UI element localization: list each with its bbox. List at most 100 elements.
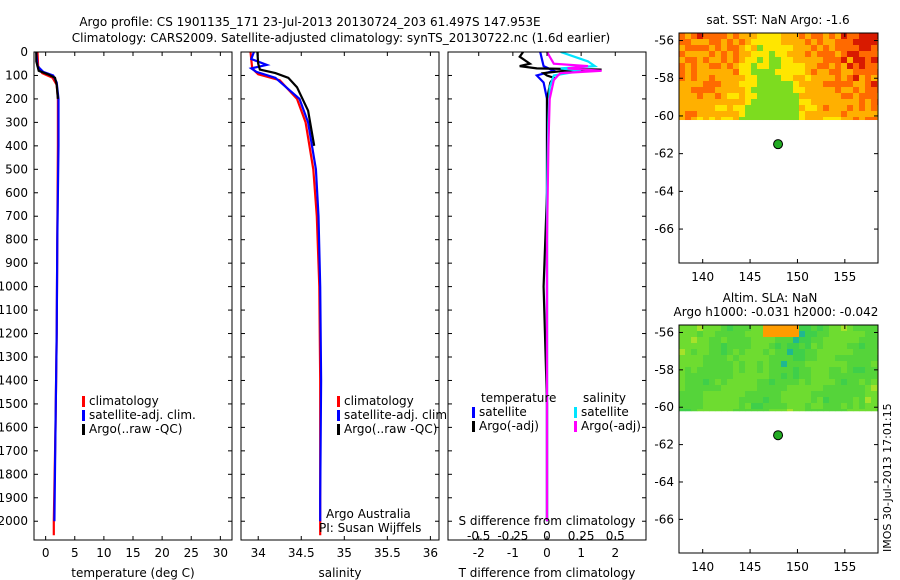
sla_map-cell bbox=[847, 367, 854, 374]
sla_map-cell bbox=[799, 367, 806, 374]
sst_map-cell bbox=[787, 57, 794, 64]
sla_map-cell bbox=[847, 349, 854, 356]
sst_map-cell bbox=[763, 87, 770, 94]
sla_map-cell bbox=[859, 331, 866, 338]
sla_map-cell bbox=[871, 337, 878, 344]
depth-tick-label-14: 1400 bbox=[0, 373, 28, 387]
sla_map-cell bbox=[757, 367, 764, 374]
sst_map-cell bbox=[859, 57, 866, 64]
sst_map-cell bbox=[691, 93, 698, 100]
sla_map-cell bbox=[853, 409, 860, 412]
sla_map-cell bbox=[841, 403, 848, 410]
sst_map-cell bbox=[685, 39, 692, 46]
sst_map-cell bbox=[733, 33, 740, 40]
sst_map-cell bbox=[685, 105, 692, 112]
sla_map-cell bbox=[691, 391, 698, 398]
sst_map-cell bbox=[781, 117, 788, 121]
sla_map-cell bbox=[847, 343, 854, 350]
sst_map-cell bbox=[769, 51, 776, 58]
sst_map-cell bbox=[757, 105, 764, 112]
sla_map-cell bbox=[781, 391, 788, 398]
sst_map-cell bbox=[817, 87, 824, 94]
sst_map-ytick-label-4: -64 bbox=[654, 184, 674, 198]
sst_map-cell bbox=[697, 117, 704, 121]
sst_map-cell bbox=[709, 33, 716, 40]
sla_map-cell bbox=[835, 355, 842, 362]
sla_map-cell bbox=[709, 397, 716, 404]
sla_map-cell bbox=[703, 337, 710, 344]
sst_map-cell bbox=[811, 51, 818, 58]
sst_map-cell bbox=[745, 93, 752, 100]
sst_map-cell bbox=[793, 117, 800, 121]
sla_map-cell bbox=[769, 397, 776, 404]
sla_map-cell bbox=[799, 379, 806, 386]
sst_map-cell bbox=[859, 63, 866, 70]
sla_map-cell bbox=[745, 367, 752, 374]
sst_map-cell bbox=[733, 75, 740, 82]
sla_map-cell bbox=[715, 391, 722, 398]
sst_map-cell bbox=[805, 39, 812, 46]
sla_map-cell bbox=[727, 373, 734, 380]
sst_map-cell bbox=[853, 81, 860, 88]
sst_map-cell bbox=[781, 51, 788, 58]
sla_map-cell bbox=[805, 331, 812, 338]
sla_map-cell bbox=[817, 403, 824, 410]
sst_map-cell bbox=[805, 117, 812, 121]
sla_map-cell bbox=[739, 391, 746, 398]
sla_map-cell bbox=[817, 355, 824, 362]
sla_map-cell bbox=[721, 361, 728, 368]
sst_map-cell bbox=[853, 93, 860, 100]
sla_map-cell bbox=[781, 343, 788, 350]
sst_map-cell bbox=[781, 33, 788, 40]
sst_map-cell bbox=[721, 51, 728, 58]
sla_map-cell bbox=[781, 397, 788, 404]
sst_map-cell bbox=[721, 45, 728, 52]
sst_map-cell bbox=[691, 87, 698, 94]
sla_map-cell bbox=[751, 355, 758, 362]
sst_map-cell bbox=[823, 111, 830, 118]
sst_map-cell bbox=[817, 51, 824, 58]
sst_map-cell bbox=[745, 51, 752, 58]
temperature-xtick-label-0: 0 bbox=[42, 546, 50, 560]
sla_map-cell bbox=[685, 325, 692, 332]
sla-map-title: Altim. SLA: NaN bbox=[723, 291, 818, 305]
sla_map-cell bbox=[727, 397, 734, 404]
sst_map-cell bbox=[811, 63, 818, 70]
sla_map-cell bbox=[817, 397, 824, 404]
sla_map-cell bbox=[679, 373, 686, 380]
sla_map-cell bbox=[715, 361, 722, 368]
sla_map-cell bbox=[865, 373, 872, 380]
sst_map-cell bbox=[733, 99, 740, 106]
sla_map-cell bbox=[865, 355, 872, 362]
sst_map-cell bbox=[787, 45, 794, 52]
sst_map-cell bbox=[739, 93, 746, 100]
sst_map-cell bbox=[721, 81, 728, 88]
sst_map-cell bbox=[847, 81, 854, 88]
sst_map-cell bbox=[787, 99, 794, 106]
sst_map-cell bbox=[763, 81, 770, 88]
sla_map-cell bbox=[697, 385, 704, 392]
sla_map-cell bbox=[739, 397, 746, 404]
sla_map-cell bbox=[871, 325, 878, 332]
sla_map-cell bbox=[799, 397, 806, 404]
sla_map-cell bbox=[811, 349, 818, 356]
sst_map-cell bbox=[763, 51, 770, 58]
sst_map-cell bbox=[721, 105, 728, 112]
sla_map-cell bbox=[709, 391, 716, 398]
sst_map-cell bbox=[751, 33, 758, 40]
sst_map-cell bbox=[703, 63, 710, 70]
sst_map-cell bbox=[751, 51, 758, 58]
sst_map-cell bbox=[691, 69, 698, 76]
diff-legend-sal-title: salinity bbox=[583, 391, 626, 405]
sst_map-cell bbox=[697, 57, 704, 64]
sst_map-cell bbox=[859, 69, 866, 76]
sst_map-cell bbox=[829, 39, 836, 46]
salinity-xtick-label-2: 35 bbox=[337, 546, 352, 560]
sla_map-cell bbox=[721, 367, 728, 374]
sst_map-cell bbox=[829, 45, 836, 52]
sst_map-cell bbox=[751, 81, 758, 88]
sst_map-cell bbox=[697, 111, 704, 118]
sst_map-cell bbox=[745, 75, 752, 82]
sst_map-cell bbox=[823, 99, 830, 106]
